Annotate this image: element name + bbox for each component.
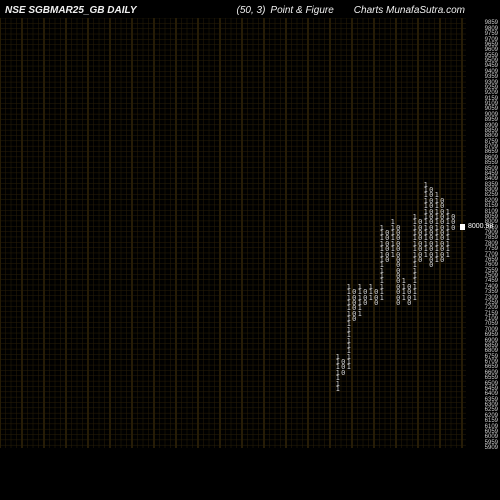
last-price-label: 8000.98: [468, 223, 493, 230]
last-price-marker: [460, 224, 465, 230]
ticker-label: NSE SGBMAR25_GB DAILY: [5, 5, 137, 16]
params-label: (50, 3): [237, 5, 266, 16]
y-axis: 9859980997599709965996099559950994599409…: [468, 18, 500, 448]
chart-header: NSE SGBMAR25_GB DAILY (50, 3) Point & Fi…: [0, 2, 500, 18]
pnf-columns: 1111111000111111111111111100000011111100…: [0, 18, 466, 448]
attribution-label: Charts MunafaSutra.com: [354, 5, 465, 16]
chart-type-label: Point & Figure: [270, 5, 333, 16]
